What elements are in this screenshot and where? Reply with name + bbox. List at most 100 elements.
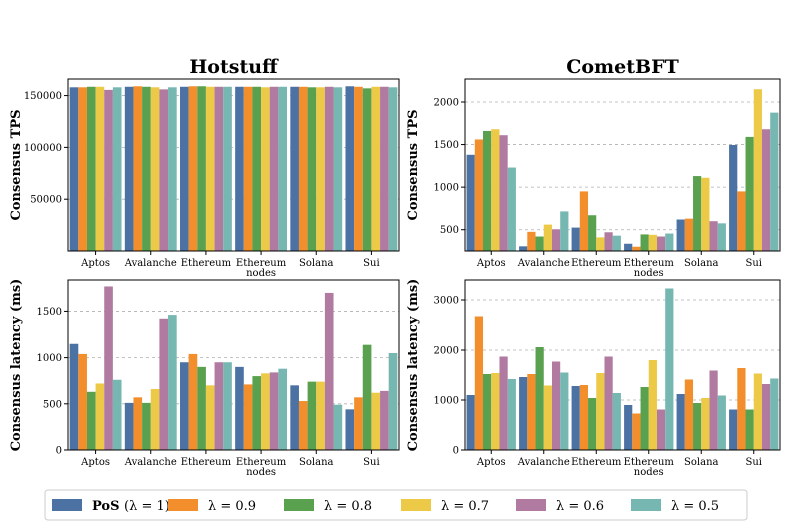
- x-tick-label: Solana: [684, 258, 718, 269]
- bar-sui-s4: [753, 89, 762, 251]
- y-tick-label: 1000: [434, 183, 459, 194]
- bar-aptos-s5: [104, 286, 113, 450]
- y-tick-label: 1000: [434, 396, 459, 407]
- bar-aptos-s3: [86, 86, 96, 252]
- legend-label-6: λ = 0.5: [671, 499, 719, 514]
- x-tick-label: Solana: [299, 457, 333, 468]
- bar-ethereum-nodes-s4: [261, 373, 270, 450]
- bar-ethereum-s1: [179, 86, 189, 252]
- bar-aptos-s4: [95, 383, 105, 450]
- y-axis-label: Consensus latency (ms): [9, 279, 24, 452]
- legend-box: [44, 489, 748, 521]
- bar-sui-s5: [380, 86, 389, 252]
- bar-sui-s5: [761, 129, 771, 251]
- bar-aptos-s6: [507, 167, 516, 251]
- bar-aptos-s1: [466, 154, 475, 251]
- x-tick-label: Ethereum: [181, 457, 232, 468]
- bar-ethereum-s6: [612, 235, 621, 251]
- x-tick-label: Solana: [684, 457, 718, 468]
- bar-ethereum-nodes-s1: [624, 243, 633, 251]
- bar-sui-s2: [737, 368, 746, 450]
- y-axis-label: Consensus latency (ms): [406, 279, 421, 452]
- bar-solana-s5: [709, 221, 718, 251]
- bar-aptos-s4: [491, 373, 500, 450]
- panel-1: 50000 100000 150000 Aptos Avalanche Ethereum E…: [9, 56, 400, 279]
- bar-aptos-s2: [474, 316, 484, 450]
- bar-aptos-s2: [78, 353, 87, 450]
- bar-aptos-s2: [78, 87, 87, 251]
- bar-solana-s2: [684, 379, 694, 450]
- legend-label-4: λ = 0.7: [441, 499, 489, 514]
- x-tick-label: Ethereum: [236, 457, 287, 468]
- x-tick-label: Avalanche: [124, 258, 177, 269]
- y-tick-label: 2000: [434, 97, 459, 108]
- x-tick-label: nodes: [246, 467, 276, 478]
- bar-aptos-s3: [86, 391, 96, 450]
- bar-ethereum-nodes-s3: [252, 86, 262, 252]
- legend-label-2: λ = 0.9: [208, 499, 256, 514]
- bar-ethereum-nodes-s2: [243, 86, 253, 252]
- legend-swatch-1: [52, 499, 82, 511]
- x-tick-label: nodes: [246, 268, 276, 279]
- axes-frame: [67, 78, 400, 252]
- bar-avalanche-s1: [519, 377, 528, 450]
- bar-avalanche-s3: [142, 402, 151, 450]
- x-tick-label: Avalanche: [517, 258, 570, 269]
- bar-aptos-s2: [474, 139, 484, 251]
- bar-ethereum-s1: [571, 227, 580, 251]
- bar-aptos-s5: [499, 356, 508, 450]
- legend-swatch-2: [168, 499, 198, 511]
- bar-ethereum-s1: [179, 362, 189, 450]
- bar-solana-s5: [709, 370, 718, 450]
- bar-ethereum-nodes-s5: [656, 409, 666, 450]
- y-axis-label: Consensus TPS: [9, 110, 24, 221]
- y-axis-label: Consensus TPS: [406, 110, 421, 221]
- x-tick-label: nodes: [634, 268, 664, 279]
- bar-aptos-s6: [112, 87, 122, 251]
- x-tick-label: Ethereum: [181, 258, 232, 269]
- bar-avalanche-s4: [543, 224, 552, 251]
- y-tick-label: 100000: [24, 143, 62, 154]
- bar-sui-s5: [761, 384, 771, 450]
- bar-solana-s1: [290, 385, 299, 450]
- x-tick-label: Ethereum: [236, 258, 287, 269]
- bar-avalanche-s4: [543, 385, 552, 450]
- bar-ethereum-s3: [588, 215, 597, 251]
- bar-avalanche-s6: [168, 87, 177, 251]
- bar-ethereum-nodes-s2: [243, 384, 253, 450]
- bar-ethereum-s4: [205, 385, 215, 450]
- bar-solana-s3: [307, 381, 317, 450]
- bar-ethereum-s4: [596, 237, 605, 251]
- legend-label-1: PoS (λ = 1): [92, 499, 170, 514]
- bar-ethereum-s6: [223, 86, 232, 252]
- bar-solana-s6: [717, 395, 726, 450]
- bar-avalanche-s4: [150, 389, 160, 450]
- bar-sui-s1: [729, 409, 738, 450]
- bar-sui-s3: [745, 136, 754, 251]
- y-tick-label: 500: [440, 225, 459, 236]
- x-tick-label: Aptos: [80, 258, 110, 269]
- bar-solana-s2: [298, 401, 308, 450]
- bar-ethereum-s4: [205, 86, 215, 252]
- bar-aptos-s4: [95, 86, 105, 252]
- bar-sui-s1: [345, 86, 355, 251]
- bar-avalanche-s2: [133, 397, 143, 450]
- bar-aptos-s5: [104, 89, 113, 251]
- y-tick-label: 1000: [37, 353, 62, 364]
- bar-aptos-s1: [69, 343, 79, 450]
- y-tick-label: 150000: [24, 91, 62, 102]
- bar-solana-s4: [701, 398, 710, 450]
- x-tick-label: Aptos: [476, 258, 506, 269]
- bar-sui-s6: [388, 87, 398, 251]
- bar-ethereum-nodes-s1: [235, 86, 244, 252]
- bar-ethereum-nodes-s1: [624, 405, 633, 450]
- chart-title: CometBFT: [566, 56, 678, 78]
- bar-ethereum-s5: [214, 86, 224, 252]
- bar-ethereum-nodes-s3: [640, 234, 649, 251]
- bar-ethereum-nodes-s6: [278, 368, 288, 450]
- bar-solana-s1: [676, 394, 685, 450]
- bar-solana-s3: [307, 87, 317, 251]
- bar-avalanche-s6: [560, 211, 569, 251]
